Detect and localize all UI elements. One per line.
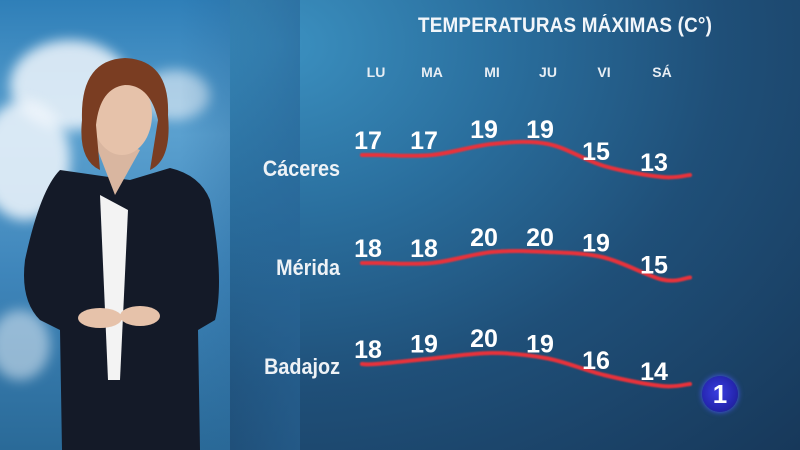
temperature-value: 19: [526, 116, 554, 144]
temperature-value: 17: [354, 127, 382, 155]
temperature-value: 18: [354, 235, 382, 263]
temperature-value: 19: [410, 331, 438, 359]
temperature-value: 18: [354, 336, 382, 364]
city-label: Badajoz: [264, 354, 340, 379]
temperature-value: 20: [470, 325, 498, 353]
city-label: Cáceres: [262, 156, 340, 181]
channel-logo: 1: [702, 376, 738, 412]
day-label: MA: [421, 64, 443, 80]
temperature-line: [360, 248, 692, 283]
temperature-value: 16: [582, 347, 610, 375]
day-label: SÁ: [652, 64, 672, 80]
temperature-value: 14: [640, 358, 668, 386]
chart-title: TEMPERATURAS MÁXIMAS (C°): [418, 14, 713, 37]
temperature-line: [360, 350, 692, 389]
day-label: VI: [597, 64, 611, 80]
day-label: MI: [484, 64, 500, 80]
temperature-value: 20: [470, 224, 498, 252]
temperature-value: 17: [410, 127, 438, 155]
temperature-value: 13: [640, 149, 668, 177]
temperature-value: 19: [470, 116, 498, 144]
day-label: LU: [366, 64, 386, 80]
temperature-value: 19: [582, 230, 610, 258]
temperature-value: 15: [582, 138, 610, 166]
presenter: [24, 58, 219, 450]
temperature-value: 15: [640, 252, 668, 280]
city-label: Mérida: [276, 255, 340, 280]
temperature-value: 19: [526, 331, 554, 359]
day-label: JU: [539, 64, 557, 80]
temperature-value: 20: [526, 224, 554, 252]
temperature-line: [360, 139, 692, 180]
temperature-value: 18: [410, 235, 438, 263]
